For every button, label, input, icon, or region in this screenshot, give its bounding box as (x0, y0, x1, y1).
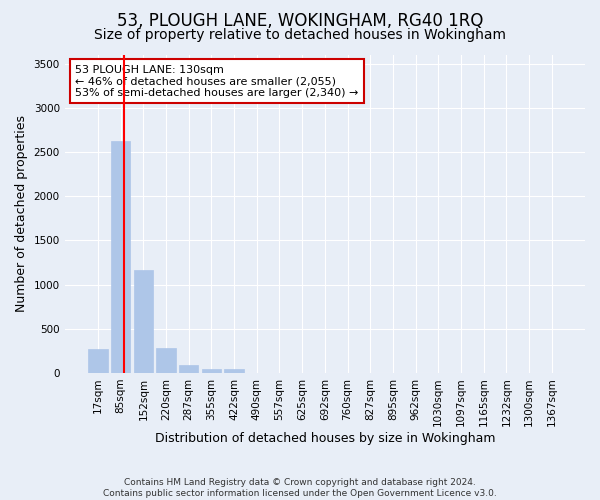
Bar (179, 365, 199, 373)
Text: Size of property relative to detached houses in Wokingham: Size of property relative to detached ho… (94, 28, 506, 42)
Bar (88, 348, 107, 373)
Text: 53, PLOUGH LANE, WOKINGHAM, RG40 1RQ: 53, PLOUGH LANE, WOKINGHAM, RG40 1RQ (117, 12, 483, 30)
Bar (134, 270, 153, 373)
Bar (157, 348, 176, 373)
Y-axis label: Number of detached properties: Number of detached properties (15, 116, 28, 312)
Text: Contains HM Land Registry data © Crown copyright and database right 2024.
Contai: Contains HM Land Registry data © Crown c… (103, 478, 497, 498)
X-axis label: Distribution of detached houses by size in Wokingham: Distribution of detached houses by size … (155, 432, 495, 445)
Bar (202, 369, 221, 373)
Bar (111, 140, 130, 373)
Bar (224, 370, 244, 373)
Text: 53 PLOUGH LANE: 130sqm
← 46% of detached houses are smaller (2,055)
53% of semi-: 53 PLOUGH LANE: 130sqm ← 46% of detached… (75, 64, 358, 98)
